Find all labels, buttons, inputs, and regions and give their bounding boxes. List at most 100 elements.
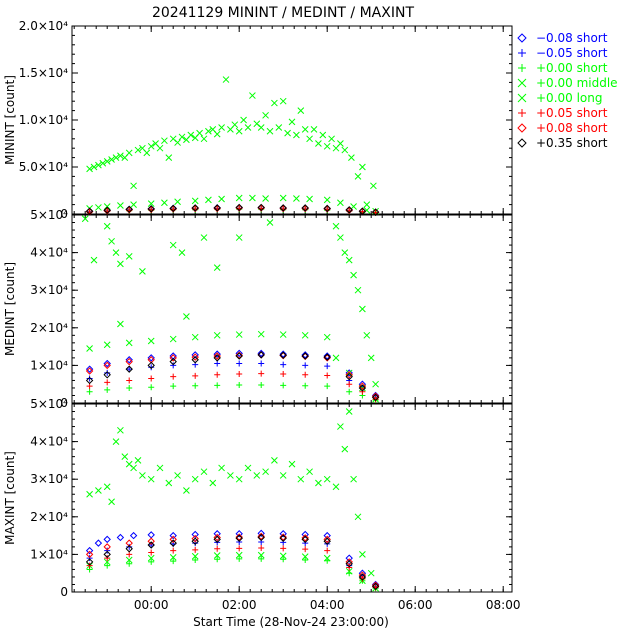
data-point	[235, 127, 243, 135]
data-point	[288, 118, 296, 126]
data-point	[279, 530, 287, 538]
data-point	[358, 382, 367, 390]
data-point	[125, 356, 133, 364]
data-point	[350, 475, 357, 483]
data-point	[213, 331, 221, 339]
data-point	[191, 475, 199, 483]
data-point	[117, 260, 124, 268]
data-point	[275, 124, 283, 131]
data-point	[108, 498, 115, 506]
legend-entry: +0.35 short	[517, 136, 608, 150]
data-point	[169, 531, 177, 540]
data-point	[337, 423, 344, 430]
data-point	[341, 445, 349, 453]
plot-frame	[71, 25, 513, 215]
data-point	[214, 556, 221, 563]
data-point	[280, 371, 287, 378]
data-point	[367, 569, 375, 577]
data-point	[103, 535, 111, 544]
data-point	[90, 256, 98, 264]
data-point	[130, 182, 137, 190]
data-point	[346, 388, 353, 395]
data-point	[218, 195, 225, 203]
data-point	[257, 533, 265, 542]
legend-marker	[518, 64, 526, 72]
data-point	[257, 349, 265, 358]
data-point	[103, 158, 111, 165]
data-point	[156, 464, 164, 472]
data-point	[301, 126, 309, 133]
data-point	[297, 475, 305, 483]
legend-marker	[517, 123, 527, 133]
data-point	[147, 537, 155, 545]
data-point	[257, 203, 265, 212]
y-tick-label: 2.0×10⁴	[19, 19, 68, 33]
data-point	[191, 333, 199, 341]
data-point	[170, 383, 177, 390]
data-point	[253, 472, 261, 479]
data-point	[170, 558, 177, 565]
data-point	[213, 264, 221, 271]
data-point	[332, 222, 340, 230]
data-point	[271, 99, 278, 107]
data-point	[258, 381, 265, 388]
data-point	[103, 543, 111, 551]
x-tick-label: 00:00	[134, 598, 169, 612]
data-point	[104, 547, 111, 554]
y-tick-label: 4×10⁴	[30, 246, 68, 260]
y-tick-label: 0	[60, 396, 68, 410]
data-point	[266, 127, 274, 135]
data-point	[236, 545, 243, 552]
data-point	[358, 384, 367, 392]
data-point	[214, 371, 221, 378]
data-point	[363, 331, 371, 339]
data-point	[117, 202, 124, 209]
data-point	[86, 490, 93, 498]
data-point	[262, 195, 269, 202]
data-point	[147, 200, 155, 208]
data-point	[235, 351, 243, 359]
data-point	[324, 383, 331, 390]
panels-group: 0 5.0×10⁴ 1.0×10⁴ 1.5×10⁴ 2.0×10⁴ MININT [cou…	[3, 19, 520, 612]
data-point	[358, 571, 367, 579]
y-tick-label: 5.0×10⁴	[19, 160, 68, 174]
data-point	[315, 479, 322, 487]
data-point	[187, 131, 195, 139]
plot-frame	[71, 214, 513, 404]
data-point	[231, 121, 239, 129]
data-point	[262, 111, 269, 119]
series-4	[81, 215, 379, 388]
data-point	[337, 199, 344, 207]
data-point	[323, 196, 331, 204]
data-point	[169, 357, 177, 366]
data-point	[125, 205, 133, 214]
data-point	[103, 558, 111, 566]
legend-entry: +0.08 short	[517, 121, 608, 135]
panel-medint: 0 1×10⁴ 2×10⁴ 3×10⁴ 4×10⁴ 5×10⁴ MEDINT [count]	[3, 208, 513, 410]
data-point	[288, 460, 296, 468]
data-point	[129, 531, 138, 540]
data-point	[169, 335, 177, 343]
data-point	[104, 379, 111, 386]
data-point	[126, 366, 133, 373]
data-point	[103, 550, 111, 559]
y-tick-label: 3×10⁴	[30, 283, 68, 297]
legend-label: +0.00 short	[536, 61, 608, 75]
data-point	[147, 337, 155, 345]
y-tick-label: 3×10⁴	[30, 472, 68, 486]
data-point	[108, 237, 115, 245]
data-point	[174, 198, 181, 206]
data-point	[332, 483, 340, 491]
legend-entry: −0.05 short	[518, 46, 608, 60]
data-point	[213, 533, 221, 542]
data-point	[302, 557, 309, 564]
y-tick-label: 0	[60, 585, 68, 599]
legend-entry: +0.00 middle	[517, 76, 618, 90]
y-tick-label: 2×10⁴	[30, 321, 68, 335]
data-point	[235, 349, 243, 358]
data-point	[191, 351, 199, 359]
data-point	[323, 142, 331, 150]
data-point	[125, 365, 133, 373]
